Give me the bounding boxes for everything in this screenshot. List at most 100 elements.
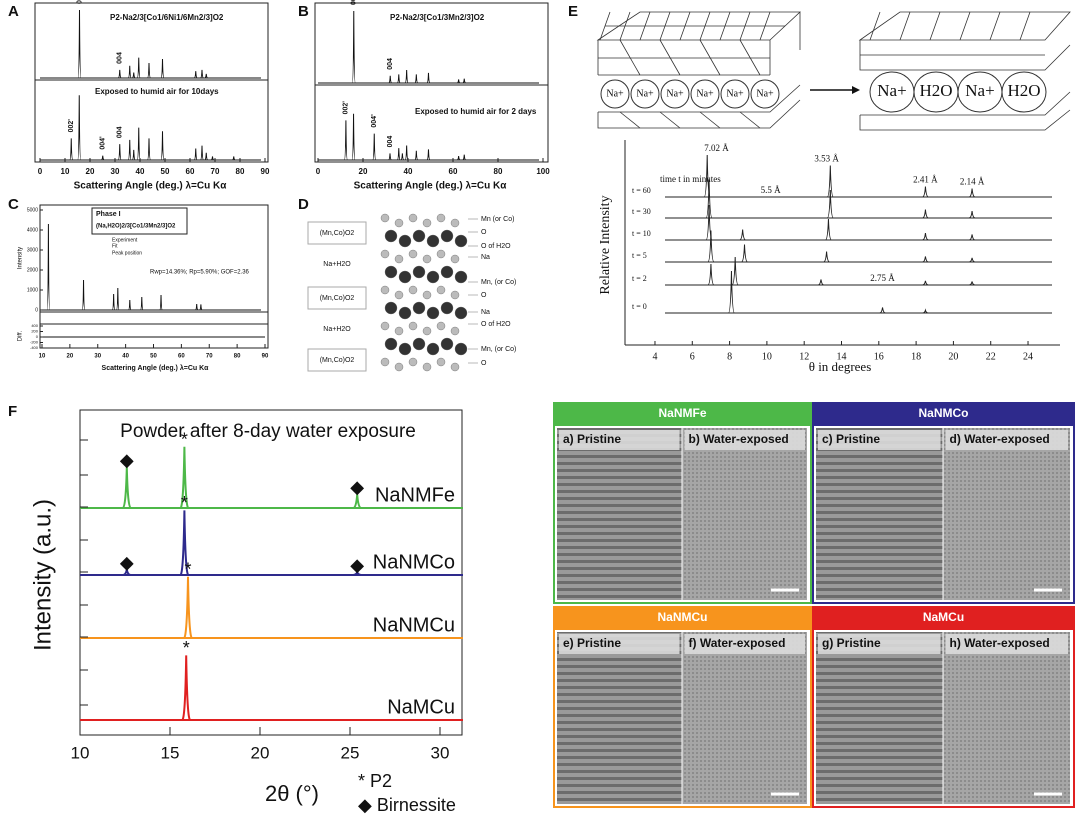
atom [450, 326, 460, 336]
y-tick-label: 4000 [27, 227, 38, 233]
peak-label: 2.75 Å [870, 273, 895, 283]
atom [440, 229, 454, 243]
atom-label: Mn (or Co) [481, 216, 514, 223]
peak [131, 149, 136, 161]
panel-label: a) Pristine [563, 432, 621, 446]
peak-label: 002' [343, 101, 350, 115]
peak [462, 154, 466, 161]
panel-label: g) Pristine [822, 636, 881, 650]
x-tick-label: 80 [234, 354, 241, 360]
legend-entry: Experiment [112, 237, 138, 243]
panel-label: b) Water-exposed [689, 432, 789, 446]
peak [210, 156, 215, 161]
series-label: P2-Na2/3[Co1/3Mn2/3]O2 [390, 13, 485, 22]
panel-label-bg [684, 634, 805, 654]
x-label: 2θ (°) [265, 781, 319, 806]
series-label: NaMCu [387, 696, 455, 718]
peak [969, 257, 976, 263]
atom-label: Na [481, 254, 490, 261]
atom [394, 326, 404, 336]
peak-label: * [181, 493, 188, 513]
atom [380, 213, 390, 223]
atom [380, 321, 390, 331]
series-label: P2-Na2/3[Co1/6Ni1/6Mn2/3]O2 [110, 13, 224, 22]
x-tick-label: 40 [122, 354, 129, 360]
panel-label-bg [945, 430, 1068, 450]
x-tick-label: 4 [652, 351, 657, 362]
peak [136, 57, 141, 79]
peak-label: ◆ [350, 555, 364, 575]
x-tick-label: 60 [178, 354, 185, 360]
peak [968, 188, 976, 198]
peak [462, 78, 466, 84]
atom [398, 270, 412, 284]
atom [454, 234, 468, 248]
peak-label: * [184, 560, 191, 580]
formula: (Na,H2O)2/3[Co1/3Mn2/3]O2 [96, 224, 176, 230]
series-label: NaNMCo [373, 551, 455, 573]
peak [81, 279, 86, 311]
ion [660, 79, 690, 109]
peak [77, 95, 82, 161]
peak [372, 133, 377, 161]
atom [384, 265, 398, 279]
peak [922, 256, 929, 263]
peak [183, 576, 193, 639]
x-label: θ in degrees [809, 359, 872, 374]
x-tick-label: 20 [67, 354, 74, 360]
panel-letter: E [568, 3, 578, 20]
layer-box [307, 286, 367, 310]
group-title: NaNMFe [658, 406, 706, 420]
atom [412, 301, 426, 315]
x-tick-label: 60 [449, 167, 458, 176]
atom-label: O of H2O [481, 321, 511, 328]
panel-label-bg [559, 634, 680, 654]
atom-label: O [481, 292, 487, 299]
frame [34, 2, 269, 163]
x-tick-label: 20 [359, 167, 368, 176]
peak [179, 446, 190, 509]
atom-label: O of H2O [481, 243, 511, 250]
x-tick-label: 40 [404, 167, 413, 176]
peak-label: 004 [117, 52, 124, 64]
atom-label: O [481, 229, 487, 236]
legend-entry: * P2 [358, 771, 392, 791]
x-tick-label: 0 [316, 167, 321, 176]
peak [116, 287, 120, 311]
peak [922, 186, 929, 198]
group-header [553, 402, 812, 426]
ion [750, 79, 780, 109]
peak [181, 655, 192, 721]
peak [194, 71, 198, 79]
atom [454, 270, 468, 284]
ion-label: Na+ [965, 81, 994, 100]
peak [132, 72, 136, 79]
peak-label: 002 [351, 0, 358, 5]
peak [111, 293, 116, 311]
atom [384, 301, 398, 315]
atom-label: Na [481, 309, 490, 316]
series-label: Exposed to humid air for 2 days [415, 107, 537, 116]
panel-letter: C [8, 196, 19, 213]
peak [352, 494, 362, 509]
x-tick-label: 8 [727, 351, 732, 362]
peak [353, 569, 362, 576]
peak [817, 279, 825, 286]
x-tick-label: 100 [536, 167, 550, 176]
phase: Phase I [96, 211, 121, 218]
micrograph [557, 632, 682, 804]
peak [388, 153, 392, 161]
panel-label: f) Water-exposed [689, 636, 786, 650]
atom [384, 229, 398, 243]
peak [826, 189, 834, 219]
peak [351, 10, 356, 84]
atom [398, 234, 412, 248]
group-title: NaMCu [923, 610, 964, 624]
atom [422, 254, 432, 264]
series-label: t = 10 [632, 229, 651, 238]
y2-label: Diff. [18, 330, 24, 341]
y-label: Relative Intensity [598, 195, 613, 294]
peak [396, 148, 401, 161]
peak-label: 5.5 Å [761, 185, 782, 195]
micrograph [943, 428, 1070, 600]
